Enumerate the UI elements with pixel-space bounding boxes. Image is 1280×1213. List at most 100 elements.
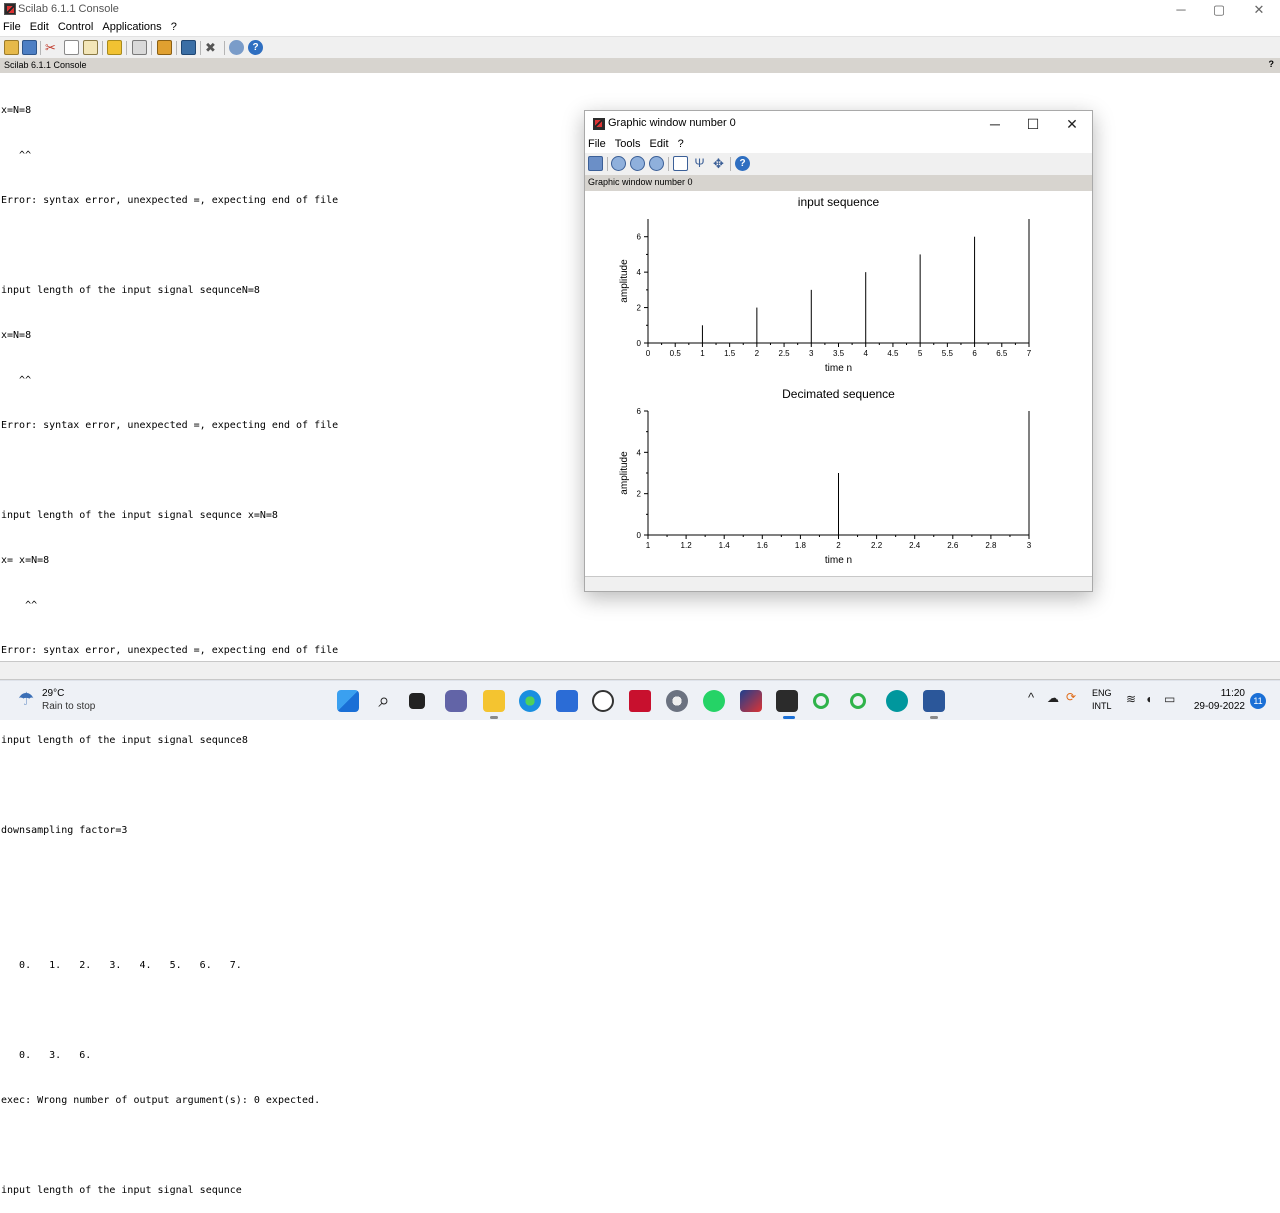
settings-icon[interactable] — [666, 690, 688, 712]
menu-help[interactable]: ? — [170, 21, 177, 33]
x-tick-label: 0.5 — [670, 349, 682, 358]
atoms-icon[interactable] — [229, 40, 244, 55]
xcos-icon[interactable] — [740, 690, 762, 712]
graphic-menu-file[interactable]: File — [588, 138, 606, 150]
weather-icon[interactable]: ☂ — [18, 689, 35, 709]
notification-badge[interactable]: 11 — [1250, 693, 1266, 709]
close-button[interactable]: ✕ — [1253, 2, 1265, 17]
zoom-in-icon[interactable] — [611, 156, 626, 171]
y-tick-label: 6 — [637, 233, 642, 242]
x-tick-label: 7 — [1027, 349, 1032, 358]
paste-icon[interactable] — [83, 40, 98, 55]
module-manager-icon[interactable]: ✖ — [205, 40, 216, 55]
clock[interactable]: 11:20 29-09-2022 — [1190, 688, 1245, 712]
menu-file[interactable]: File — [3, 21, 21, 33]
whatsapp-icon[interactable] — [703, 690, 725, 712]
console-line: downsampling factor=3 — [1, 825, 128, 836]
copy-icon[interactable] — [64, 40, 79, 55]
dell-icon[interactable] — [592, 690, 614, 712]
menu-applications[interactable]: Applications — [102, 21, 162, 33]
graphic-maximize-button[interactable]: ☐ — [1026, 116, 1040, 132]
graphic-window[interactable]: Graphic window number 0 ─ ☐ ✕ File Tools… — [584, 110, 1093, 592]
clock-time: 11:20 — [1220, 688, 1245, 699]
store-icon[interactable] — [556, 690, 578, 712]
volume-icon[interactable]: ◖ — [1145, 692, 1153, 706]
minimize-button[interactable]: ─ — [1176, 2, 1186, 17]
onedrive-icon[interactable]: ☁ — [1047, 691, 1059, 705]
rotate-icon[interactable] — [588, 156, 603, 171]
x-axis-label: time n — [825, 555, 852, 566]
battery-icon[interactable]: ▭ — [1164, 692, 1176, 706]
x-tick-label: 1.4 — [719, 541, 731, 550]
update-icon[interactable]: ⟳ — [1066, 690, 1077, 704]
console-line: Error: syntax error, unexpected =, expec… — [1, 195, 339, 206]
chat-icon[interactable] — [445, 690, 467, 712]
status-bar — [0, 661, 1280, 680]
x-tick-label: 3 — [809, 349, 814, 358]
mcafee-icon[interactable] — [629, 690, 651, 712]
console-help-button[interactable]: ? — [1268, 59, 1275, 69]
language-indicator[interactable]: ENG INTL — [1092, 688, 1112, 711]
app-circle-icon-2[interactable] — [850, 693, 866, 709]
y-tick-label: 4 — [637, 448, 642, 457]
arduino-icon[interactable] — [886, 690, 908, 712]
pan-icon[interactable]: ✥ — [713, 156, 724, 171]
y-axis-label: amplitude — [619, 451, 630, 495]
console-line: x=N=8 — [1, 105, 32, 116]
help-icon[interactable]: ? — [248, 40, 263, 55]
x-tick-label: 2.6 — [947, 541, 959, 550]
graphic-window-title-bar[interactable]: Graphic window number 0 ─ ☐ ✕ — [585, 111, 1092, 136]
variable-browser-icon[interactable] — [157, 40, 172, 55]
x-tick-label: 3 — [1027, 541, 1032, 550]
maximize-button[interactable]: ▢ — [1212, 2, 1226, 17]
x-tick-label: 1 — [646, 541, 651, 550]
y-tick-label: 6 — [637, 407, 642, 416]
graphic-toolbar: Ψ ✥ ? — [585, 153, 1092, 175]
zoom-out-icon[interactable] — [649, 156, 664, 171]
editor-icon[interactable]: Ψ — [694, 156, 705, 170]
graphic-help-icon[interactable]: ? — [735, 156, 750, 171]
graphic-menu-edit[interactable]: Edit — [649, 138, 669, 150]
graphic-minimize-button[interactable]: ─ — [990, 116, 1000, 132]
console-line: ^^ — [1, 375, 32, 386]
plot-canvas: input sequence 0 0.5 1 1.5 2 2.5 3 3.5 4 4.5 5 5.5 6 6… — [619, 195, 1032, 566]
x-tick-label: 6.5 — [996, 349, 1008, 358]
x-tick-label: 2.4 — [909, 541, 921, 550]
word-icon[interactable] — [923, 690, 945, 712]
graphic-menu-bar: File Tools Edit ? — [585, 136, 1092, 153]
file-explorer-icon[interactable] — [483, 690, 505, 712]
datatip-icon[interactable] — [673, 156, 688, 171]
search-icon[interactable]: ⌕ — [378, 690, 390, 712]
chevron-up-icon[interactable]: ^ — [1028, 690, 1035, 705]
edge-icon[interactable] — [519, 690, 541, 712]
app-circle-icon[interactable] — [813, 693, 829, 709]
new-script-icon[interactable] — [4, 40, 19, 55]
graphic-menu-help[interactable]: ? — [677, 138, 684, 150]
scilab-taskbar-icon[interactable] — [776, 690, 798, 712]
weather-temp[interactable]: 29°C — [42, 688, 65, 699]
x-tick-label: 4 — [863, 349, 868, 358]
graphic-menu-tools[interactable]: Tools — [614, 138, 641, 150]
wifi-icon[interactable]: ≋ — [1126, 692, 1137, 706]
cut-icon[interactable]: ✂ — [45, 40, 56, 55]
plot-area[interactable]: input sequence 0 0.5 1 1.5 2 2.5 3 3.5 4 4.5 5 5.5 6 6… — [585, 191, 1092, 576]
open-icon[interactable] — [22, 40, 37, 55]
menu-edit[interactable]: Edit — [29, 21, 49, 33]
print-icon[interactable] — [132, 40, 147, 55]
language-top: ENG — [1092, 688, 1112, 698]
run-icon[interactable] — [107, 40, 122, 55]
chart-title: input sequence — [798, 195, 880, 209]
scinotes-icon[interactable] — [181, 40, 196, 55]
x-tick-label: 1.2 — [681, 541, 693, 550]
zoom-fit-icon[interactable] — [630, 156, 645, 171]
console-line: input length of the input signal sequnce… — [1, 510, 278, 521]
menu-control[interactable]: Control — [57, 21, 94, 33]
start-icon[interactable] — [337, 690, 359, 712]
graphic-window-title: Graphic window number 0 — [608, 117, 736, 129]
x-tick-label: 2 — [755, 349, 760, 358]
console-line: 0. 1. 2. 3. 4. 5. 6. 7. — [1, 960, 242, 971]
weather-description[interactable]: Rain to stop — [42, 701, 96, 712]
x-axis-label: time n — [825, 363, 852, 374]
graphic-close-button[interactable]: ✕ — [1066, 116, 1078, 132]
task-view-icon[interactable] — [409, 693, 425, 709]
